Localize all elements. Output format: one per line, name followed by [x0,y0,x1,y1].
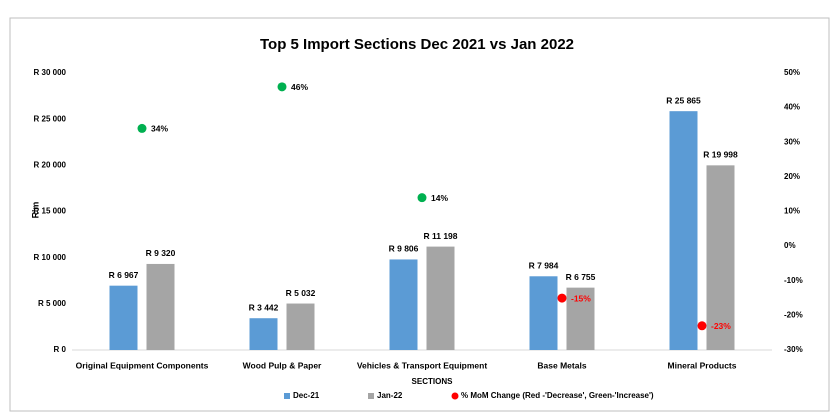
bar-value-label: R 7 984 [529,261,559,271]
bar [529,276,558,350]
mom-value-label: 14% [431,193,448,203]
mom-value-label: 34% [151,124,168,134]
y-tick-label: R 25 000 [34,114,67,123]
legend-marker [284,393,290,399]
bar [286,303,315,350]
bar [389,259,418,350]
bar-value-label: R 11 198 [423,231,457,241]
x-tick-label: Base Metals [537,360,586,370]
legend-label: Jan-22 [377,391,403,400]
bar-value-label: R 9 806 [389,244,419,254]
legend-marker [451,392,459,400]
y2-tick-label: 0% [784,241,796,250]
legend-marker [368,393,374,399]
x-tick-label: Vehicles & Transport Equipment [357,360,488,370]
bar-value-label: R 19 998 [703,150,738,160]
bar-value-label: R 25 865 [666,95,701,105]
bar-value-label: R 6 755 [566,272,596,282]
mom-point [557,293,567,303]
x-tick-label: Wood Pulp & Paper [243,360,322,370]
y2-tick-label: 20% [784,172,800,181]
mom-point [277,82,287,92]
mom-value-label: -15% [571,293,591,303]
y2-tick-label: 30% [784,137,800,146]
bar [669,111,698,350]
bar-value-label: R 9 320 [146,248,176,258]
y-tick-label: R 20 000 [34,160,67,169]
y2-tick-label: -30% [784,345,803,354]
y-tick-label: R 10 000 [34,253,67,262]
y-tick-label: R 15 000 [34,207,67,216]
bar-value-label: R 3 442 [249,302,279,312]
bar-value-label: R 6 967 [109,270,139,280]
bar [566,287,595,350]
y2-tick-label: -10% [784,276,803,285]
mom-point [137,123,147,133]
y-tick-label: R 0 [54,345,67,354]
y2-tick-label: 50% [784,68,800,77]
mom-value-label: -23% [711,321,731,331]
mom-value-label: 46% [291,82,308,92]
bar [249,318,278,350]
bar [426,246,455,350]
x-tick-label: Mineral Products [668,360,737,370]
legend-label: % MoM Change (Red -'Decrease', Green-'In… [461,391,654,400]
bar-value-label: R 5 032 [286,288,316,298]
x-axis-title: SECTIONS [412,377,454,386]
y2-tick-label: -20% [784,310,803,319]
bar [109,285,138,350]
chart-title: Top 5 Import Sections Dec 2021 vs Jan 20… [260,36,574,53]
bar [146,263,175,350]
mom-point [417,193,427,203]
bar [706,165,735,350]
y-tick-label: R 30 000 [34,68,67,77]
y2-tick-label: 40% [784,103,800,112]
legend-label: Dec-21 [293,391,320,400]
x-tick-label: Original Equipment Components [76,360,209,370]
chart-border [9,17,830,412]
y-axis-title: R'm [30,202,40,219]
mom-point [697,321,707,331]
y2-tick-label: 10% [784,207,800,216]
y-tick-label: R 5 000 [38,299,67,308]
